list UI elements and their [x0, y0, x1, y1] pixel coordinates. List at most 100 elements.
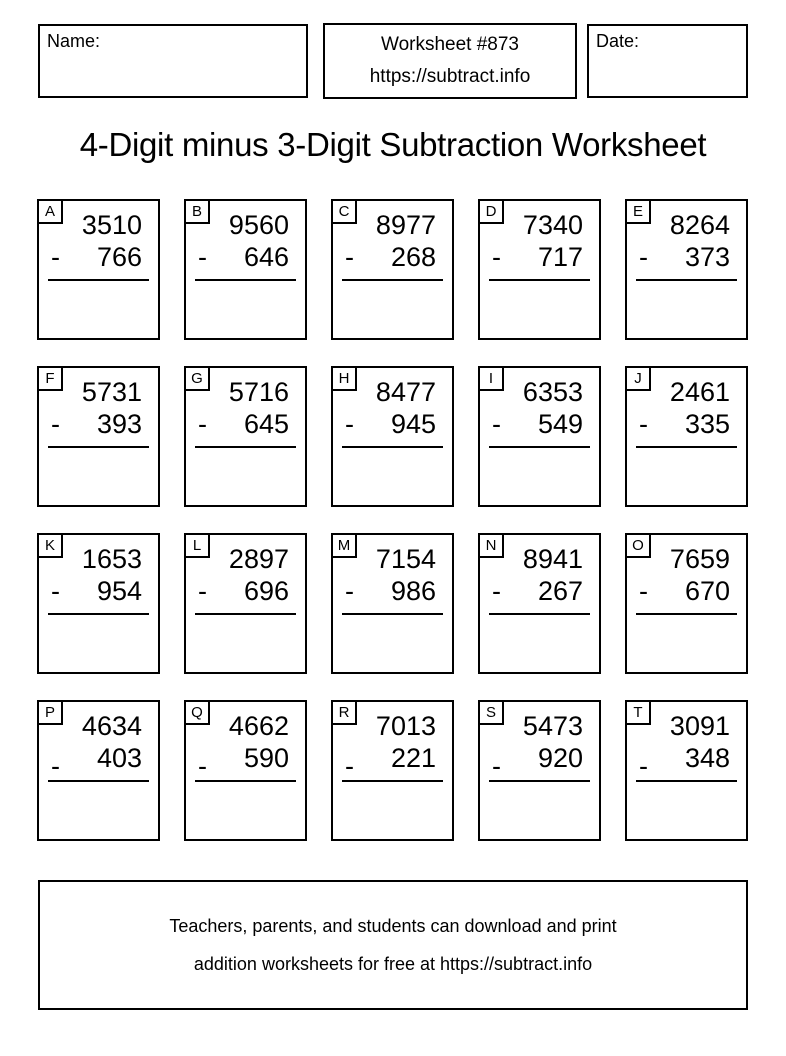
problem-letter: N — [480, 535, 504, 558]
subtrahend: 348 — [684, 743, 730, 773]
minus-icon: - — [492, 751, 501, 781]
problem-box: G 5716 - 645 — [184, 366, 307, 507]
minuend: 9560 — [228, 210, 289, 240]
minuend: 3091 — [669, 711, 730, 741]
answer-line — [489, 780, 590, 782]
answer-line — [342, 446, 443, 448]
minus-icon: - — [639, 576, 648, 606]
answer-line — [636, 613, 737, 615]
minus-icon: - — [198, 751, 207, 781]
problem-letter: L — [186, 535, 210, 558]
name-field-box: Name: — [38, 24, 308, 98]
answer-line — [636, 279, 737, 281]
minus-icon: - — [198, 242, 207, 272]
answer-line — [342, 780, 443, 782]
problem-letter: J — [627, 368, 651, 391]
subtrahend: 403 — [96, 743, 142, 773]
problem-box: C 8977 - 268 — [331, 199, 454, 340]
problem-box: D 7340 - 717 — [478, 199, 601, 340]
problem-box: J 2461 - 335 — [625, 366, 748, 507]
minuend: 5473 — [522, 711, 583, 741]
problem-letter: P — [39, 702, 63, 725]
answer-line — [48, 279, 149, 281]
subtrahend: 549 — [537, 409, 583, 439]
problem-box: L 2897 - 696 — [184, 533, 307, 674]
answer-line — [636, 446, 737, 448]
problem-letter: F — [39, 368, 63, 391]
minuend: 6353 — [522, 377, 583, 407]
answer-line — [48, 613, 149, 615]
minus-icon: - — [639, 751, 648, 781]
problem-box: E 8264 - 373 — [625, 199, 748, 340]
subtrahend: 646 — [243, 242, 289, 272]
worksheet-info-box: Worksheet #873 https://subtract.info — [323, 23, 577, 99]
problem-letter: O — [627, 535, 651, 558]
minus-icon: - — [51, 409, 60, 439]
problem-letter: C — [333, 201, 357, 224]
problem-letter: K — [39, 535, 63, 558]
subtrahend: 945 — [390, 409, 436, 439]
problems-grid: A 3510 - 766 B 9560 - 646 C 8977 - 268 D… — [37, 199, 748, 841]
problem-box: R 7013 - 221 — [331, 700, 454, 841]
answer-line — [48, 446, 149, 448]
date-label: Date: — [596, 31, 640, 51]
minus-icon: - — [639, 242, 648, 272]
minus-icon: - — [639, 409, 648, 439]
problem-letter: A — [39, 201, 63, 224]
minus-icon: - — [345, 576, 354, 606]
problem-letter: D — [480, 201, 504, 224]
minuend: 4662 — [228, 711, 289, 741]
footer-note-box: Teachers, parents, and students can down… — [38, 880, 748, 1010]
minuend: 3510 — [81, 210, 142, 240]
problem-letter: T — [627, 702, 651, 725]
problem-letter: H — [333, 368, 357, 391]
minus-icon: - — [492, 409, 501, 439]
minus-icon: - — [198, 409, 207, 439]
subtrahend: 221 — [390, 743, 436, 773]
subtrahend: 267 — [537, 576, 583, 606]
minus-icon: - — [492, 242, 501, 272]
minus-icon: - — [345, 409, 354, 439]
minuend: 8477 — [375, 377, 436, 407]
subtrahend: 920 — [537, 743, 583, 773]
minuend: 1653 — [81, 544, 142, 574]
problem-letter: E — [627, 201, 651, 224]
problem-box: T 3091 - 348 — [625, 700, 748, 841]
answer-line — [342, 279, 443, 281]
problem-letter: G — [186, 368, 210, 391]
minuend: 7340 — [522, 210, 583, 240]
minuend: 8977 — [375, 210, 436, 240]
subtrahend: 268 — [390, 242, 436, 272]
minuend: 2897 — [228, 544, 289, 574]
worksheet-number: Worksheet #873 — [380, 34, 519, 55]
minuend: 8264 — [669, 210, 730, 240]
problem-letter: I — [480, 368, 504, 391]
name-label: Name: — [47, 31, 101, 51]
footer-line-1: Teachers, parents, and students can down… — [169, 916, 617, 936]
minus-icon: - — [345, 242, 354, 272]
problem-box: P 4634 - 403 — [37, 700, 160, 841]
problem-box: F 5731 - 393 — [37, 366, 160, 507]
answer-line — [489, 613, 590, 615]
page-title: 4-Digit minus 3-Digit Subtraction Worksh… — [79, 126, 707, 163]
answer-line — [489, 279, 590, 281]
problem-box: H 8477 - 945 — [331, 366, 454, 507]
problem-box: Q 4662 - 590 — [184, 700, 307, 841]
minus-icon: - — [345, 751, 354, 781]
subtrahend: 986 — [390, 576, 436, 606]
minuend: 5716 — [228, 377, 289, 407]
answer-line — [489, 446, 590, 448]
answer-line — [636, 780, 737, 782]
answer-line — [195, 780, 296, 782]
minus-icon: - — [492, 576, 501, 606]
minuend: 4634 — [81, 711, 142, 741]
problem-box: O 7659 - 670 — [625, 533, 748, 674]
problem-letter: B — [186, 201, 210, 224]
problem-box: I 6353 - 549 — [478, 366, 601, 507]
problem-box: A 3510 - 766 — [37, 199, 160, 340]
minus-icon: - — [51, 576, 60, 606]
worksheet-url: https://subtract.info — [369, 66, 531, 87]
answer-line — [48, 780, 149, 782]
minuend: 2461 — [669, 377, 730, 407]
